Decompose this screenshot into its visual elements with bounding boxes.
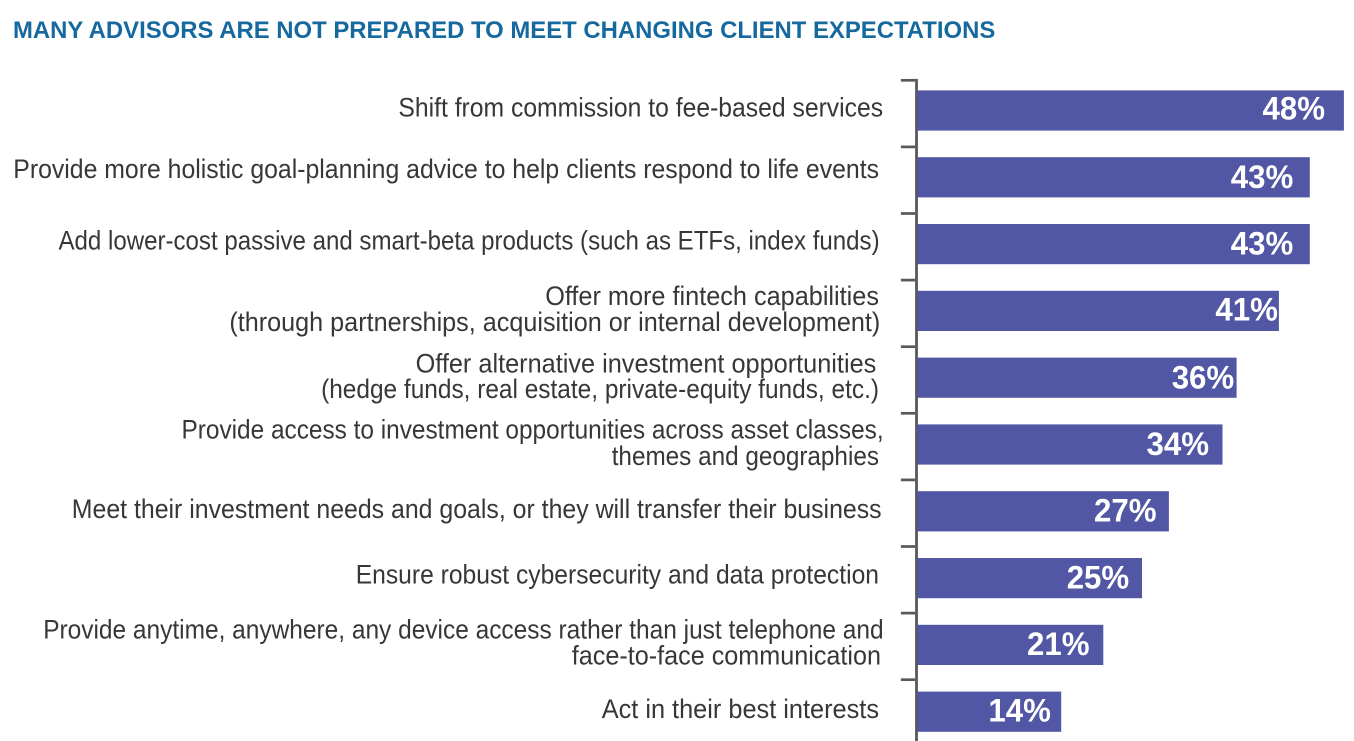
svg-text:face-to-face communication: face-to-face communication [572,640,881,670]
svg-text:36%: 36% [1172,359,1235,395]
svg-text:Add lower-cost passive and sma: Add lower-cost passive and smart-beta pr… [59,226,880,256]
svg-text:25%: 25% [1067,559,1130,595]
svg-text:43%: 43% [1231,226,1294,262]
svg-text:48%: 48% [1263,91,1326,127]
svg-text:Provide access to investment o: Provide access to investment opportuniti… [182,415,884,445]
svg-text:themes and geographies: themes and geographies [612,441,879,471]
svg-text:43%: 43% [1231,159,1294,195]
svg-text:14%: 14% [988,693,1051,729]
svg-text:Offer alternative investment o: Offer alternative investment opportuniti… [416,348,877,378]
svg-text:21%: 21% [1027,626,1090,662]
svg-text:Provide anytime, anywhere, any: Provide anytime, anywhere, any device ac… [43,615,883,645]
svg-text:34%: 34% [1147,426,1210,462]
svg-text:(through partnerships, acquisi: (through partnerships, acquisition or in… [229,307,880,337]
svg-text:MANY ADVISORS ARE NOT PREPARED: MANY ADVISORS ARE NOT PREPARED TO MEET C… [13,17,995,44]
svg-text:27%: 27% [1094,492,1157,528]
svg-text:(hedge funds, real estate, pri: (hedge funds, real estate, private-equit… [321,374,879,404]
svg-text:41%: 41% [1215,291,1278,327]
svg-text:Meet their investment needs an: Meet their investment needs and goals, o… [72,494,882,524]
svg-text:Ensure robust cybersecurity an: Ensure robust cybersecurity and data pro… [356,560,879,590]
svg-text:Act in their best interests: Act in their best interests [602,694,879,724]
svg-text:Offer more fintech capabilitie: Offer more fintech capabilities [545,281,879,311]
svg-text:Provide more holistic goal-pla: Provide more holistic goal-planning advi… [13,154,879,184]
svg-text:Shift from commission to fee-b: Shift from commission to fee-based servi… [398,92,883,122]
